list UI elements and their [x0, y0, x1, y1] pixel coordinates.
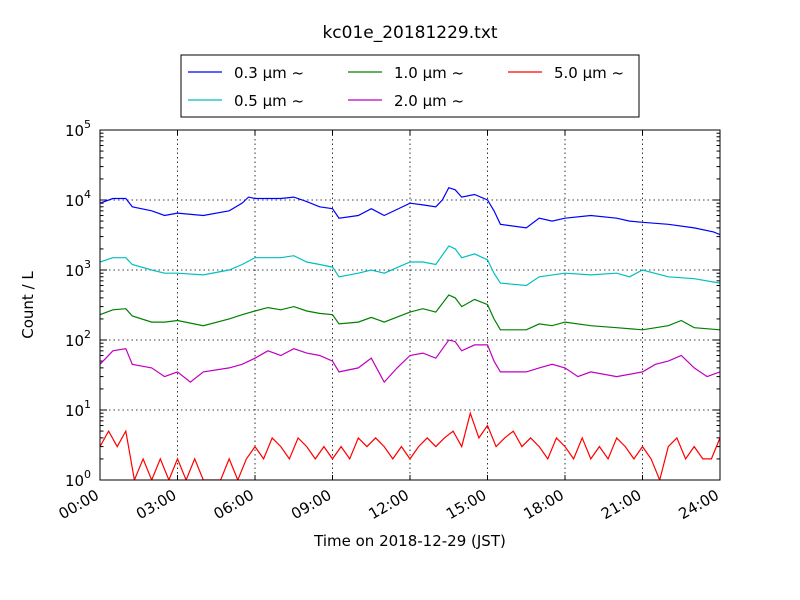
x-tick-label: 24:00: [676, 486, 722, 523]
x-tick-label: 00:00: [56, 486, 102, 523]
grid: [100, 130, 720, 480]
x-tick-label: 18:00: [521, 486, 567, 523]
y-tick-label: 100: [65, 468, 91, 490]
x-tick-label: 06:00: [211, 486, 257, 523]
series-line-3: [100, 339, 720, 384]
series-line-0: [100, 186, 720, 236]
chart-title: kc01e_20181229.txt: [322, 23, 497, 43]
legend-label-4: 5.0 μm ~: [554, 64, 624, 82]
plot-area: [100, 186, 720, 480]
y-tick-label: 101: [65, 398, 91, 420]
y-tick-exponent: 4: [84, 188, 91, 201]
legend-box: [180, 54, 640, 118]
y-tick-base: 10: [65, 402, 84, 420]
y-tick-exponent: 5: [84, 118, 91, 131]
x-tick-label: 15:00: [443, 486, 489, 523]
y-tick-exponent: 1: [84, 398, 91, 411]
legend-label-2: 1.0 μm ~: [394, 64, 464, 82]
x-tick-label: 03:00: [133, 486, 179, 523]
y-tick-base: 10: [65, 122, 84, 140]
y-tick-base: 10: [65, 192, 84, 210]
y-tick-exponent: 3: [84, 258, 91, 271]
legend-label-3: 2.0 μm ~: [394, 92, 464, 110]
y-tick-exponent: 2: [84, 328, 91, 341]
series-line-4: [100, 411, 720, 480]
x-tick-label: 09:00: [288, 486, 334, 523]
y-tick-label: 104: [65, 188, 91, 210]
y-tick-label: 102: [65, 328, 91, 350]
x-tick-label: 21:00: [598, 486, 644, 523]
y-tick-base: 10: [65, 472, 84, 490]
y-tick-label: 105: [65, 118, 91, 140]
series-line-1: [100, 245, 720, 287]
y-axis-label: Count / L: [19, 271, 37, 339]
y-tick-label: 103: [65, 258, 91, 280]
plot-frame: [99, 129, 721, 481]
series-line-2: [100, 294, 720, 331]
y-tick-base: 10: [65, 332, 84, 350]
legend-label-1: 0.5 μm ~: [234, 92, 304, 110]
legend: 0.3 μm ~ 0.5 μm ~ 1.0 μm ~ 2.0 μm ~ 5.0 μm ~: [180, 54, 640, 118]
y-tick-exponent: 0: [84, 468, 91, 481]
legend-label-0: 0.3 μm ~: [234, 64, 304, 82]
x-axis-label: Time on 2018-12-29 (JST): [313, 532, 506, 550]
y-tick-base: 10: [65, 262, 84, 280]
x-tick-label: 12:00: [366, 486, 412, 523]
